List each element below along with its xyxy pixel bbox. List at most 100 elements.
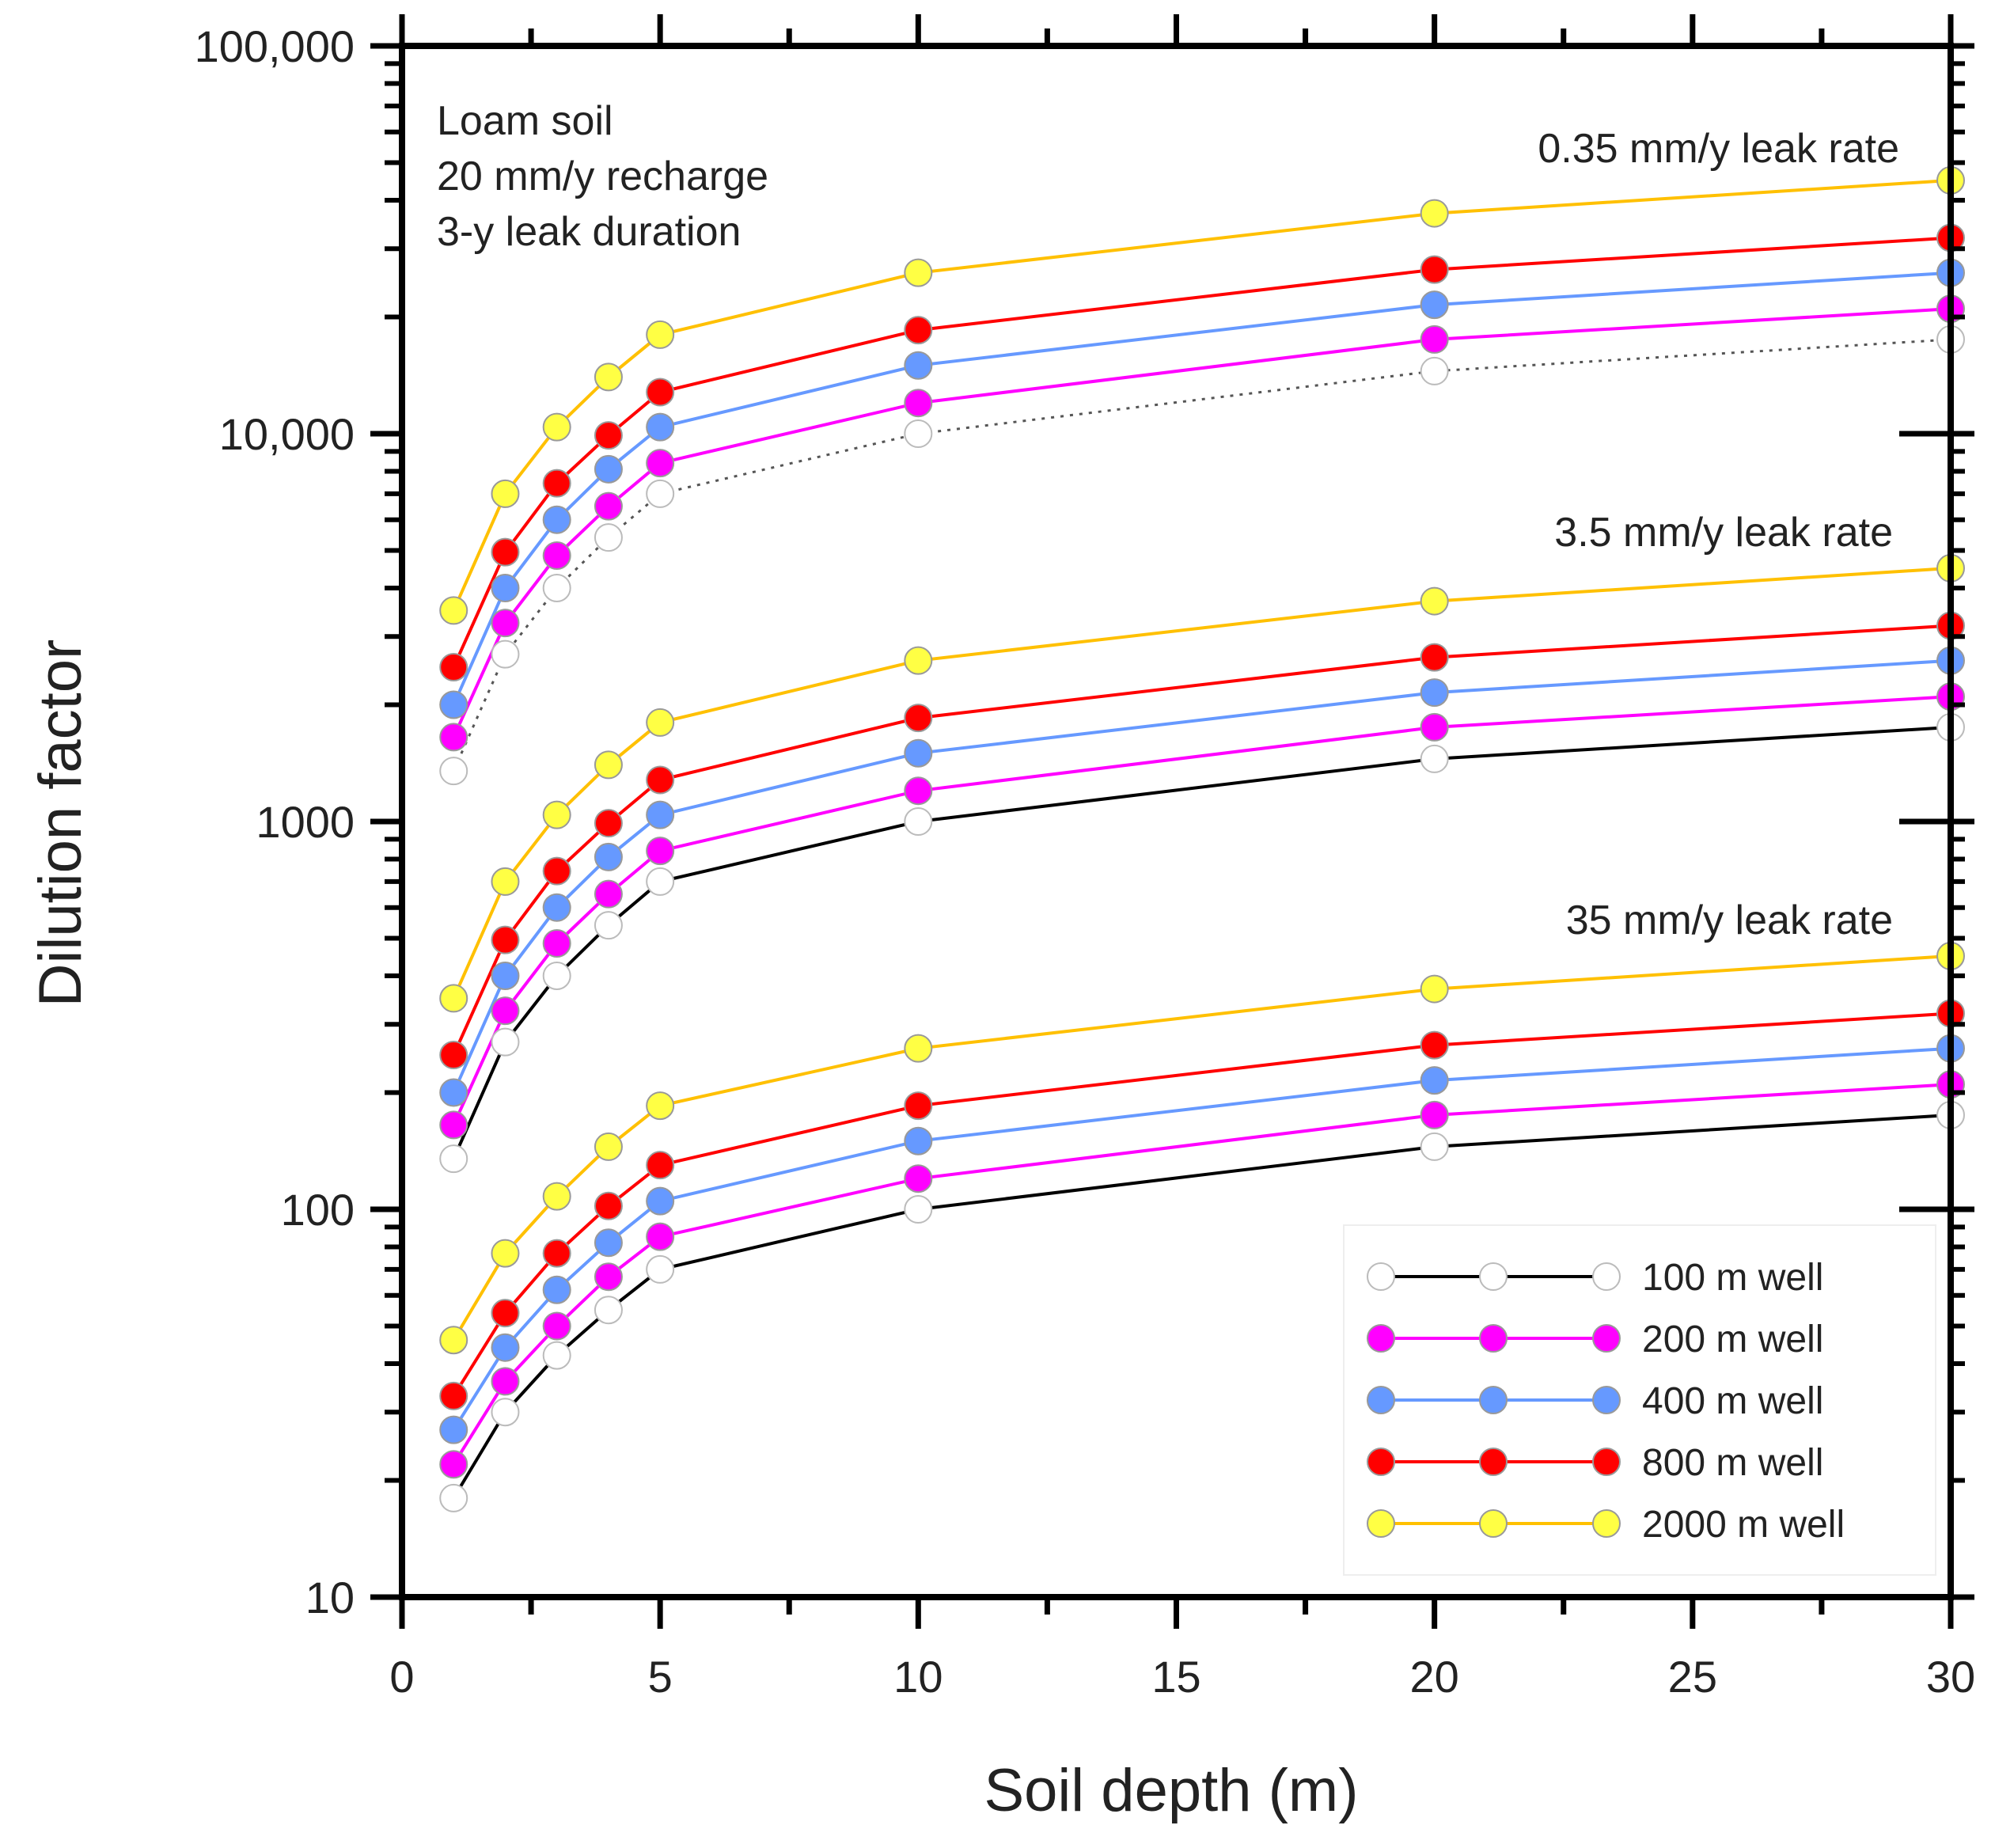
legend-label-800m: 800 m well xyxy=(1642,1442,1823,1484)
data-point xyxy=(542,856,571,886)
data-point xyxy=(491,639,520,669)
data-point xyxy=(1420,324,1449,354)
data-point xyxy=(542,1341,571,1370)
data-point xyxy=(904,419,933,448)
legend-marker xyxy=(1592,1386,1621,1414)
data-point xyxy=(1420,643,1449,672)
data-point xyxy=(491,1027,520,1057)
data-point xyxy=(594,421,623,450)
data-point xyxy=(904,738,933,768)
data-point xyxy=(594,842,623,871)
data-point xyxy=(904,776,933,806)
data-point xyxy=(491,1239,520,1268)
legend-marker xyxy=(1367,1448,1395,1476)
data-point xyxy=(439,1326,468,1355)
data-point xyxy=(1420,586,1449,616)
data-point xyxy=(542,961,571,990)
data-point xyxy=(1420,1030,1449,1060)
data-point xyxy=(904,1126,933,1155)
data-point xyxy=(904,1034,933,1063)
data-point xyxy=(491,1299,520,1328)
data-point xyxy=(646,708,675,737)
data-point xyxy=(904,389,933,418)
y-tick-label: 1000 xyxy=(256,797,355,847)
data-point xyxy=(1420,974,1449,1004)
data-point xyxy=(1420,1100,1449,1129)
data-point xyxy=(646,1151,675,1180)
data-point xyxy=(904,258,933,287)
data-point xyxy=(594,1191,623,1220)
y-tick-label: 100,000 xyxy=(195,21,355,71)
data-point xyxy=(439,653,468,682)
legend-marker xyxy=(1592,1448,1621,1476)
x-axis-title: Soil depth (m) xyxy=(984,1757,1358,1824)
legend-marker xyxy=(1479,1324,1508,1353)
x-tick-label: 15 xyxy=(1151,1652,1200,1702)
data-point xyxy=(646,1254,675,1284)
series-markers xyxy=(439,165,1965,1512)
series-line xyxy=(452,236,1951,668)
data-point xyxy=(594,750,623,780)
data-point xyxy=(594,911,623,940)
legend-marker xyxy=(1592,1262,1621,1291)
data-point xyxy=(646,378,675,407)
data-point xyxy=(646,320,675,349)
data-point xyxy=(542,541,571,570)
data-point xyxy=(439,1078,468,1107)
data-point xyxy=(594,1228,623,1258)
data-point xyxy=(1420,199,1449,228)
data-point xyxy=(594,1132,623,1161)
x-tick-label: 25 xyxy=(1668,1652,1717,1702)
y-tick-label: 100 xyxy=(281,1185,355,1235)
legend-label-200m: 200 m well xyxy=(1642,1319,1823,1360)
legend-label-2000m: 2000 m well xyxy=(1642,1504,1845,1546)
data-point xyxy=(542,1239,571,1268)
data-point xyxy=(1420,255,1449,284)
data-point xyxy=(594,1262,623,1292)
data-point xyxy=(439,1110,468,1140)
data-point xyxy=(491,573,520,602)
legend-marker xyxy=(1367,1386,1395,1414)
y-tick-label: 10,000 xyxy=(219,409,355,459)
data-point xyxy=(904,1091,933,1121)
data-point xyxy=(439,596,468,625)
data-point xyxy=(439,723,468,752)
data-point xyxy=(542,1182,571,1211)
data-point xyxy=(594,362,623,392)
legend-label-400m: 400 m well xyxy=(1642,1380,1823,1422)
data-point xyxy=(542,412,571,442)
data-point xyxy=(491,1398,520,1427)
legend-marker xyxy=(1367,1324,1395,1353)
y-axis-title: Dilution factor xyxy=(27,639,94,1007)
data-point xyxy=(646,449,675,478)
data-point xyxy=(439,1041,468,1070)
data-point xyxy=(1420,678,1449,708)
group-label-3-5: 3.5 mm/y leak rate xyxy=(1554,510,1893,556)
series-line xyxy=(452,624,1951,1056)
data-point xyxy=(904,807,933,836)
data-point xyxy=(491,996,520,1026)
y-tick-label: 10 xyxy=(305,1573,355,1622)
legend-marker xyxy=(1479,1509,1508,1538)
data-point xyxy=(594,491,623,521)
legend-marker xyxy=(1479,1448,1508,1476)
data-point xyxy=(491,1333,520,1362)
legend-marker xyxy=(1479,1262,1508,1291)
x-tick-label: 20 xyxy=(1410,1652,1459,1702)
data-point xyxy=(1420,744,1449,773)
condition-line-1: Loam soil xyxy=(437,98,613,144)
data-point xyxy=(439,1450,468,1479)
data-point xyxy=(646,479,675,508)
series-line xyxy=(452,658,1951,1094)
data-point xyxy=(646,837,675,866)
data-point xyxy=(646,1222,675,1251)
data-point xyxy=(1420,290,1449,320)
data-point xyxy=(439,1483,468,1512)
data-point xyxy=(1420,1066,1449,1095)
series-line xyxy=(452,271,1951,706)
data-point xyxy=(594,879,623,909)
group-label-0-35: 0.35 mm/y leak rate xyxy=(1538,126,1899,172)
data-point xyxy=(904,704,933,733)
data-point xyxy=(542,505,571,534)
